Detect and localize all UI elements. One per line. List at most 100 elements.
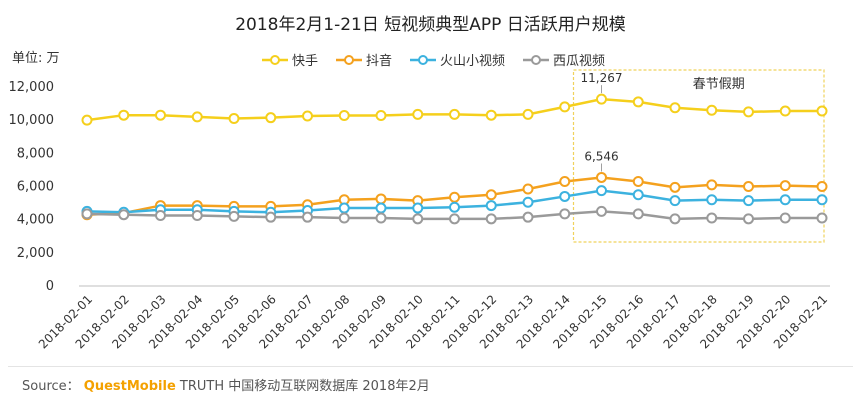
data-point <box>706 179 718 191</box>
data-point <box>485 109 497 121</box>
data-point <box>302 110 313 122</box>
data-point <box>522 196 534 208</box>
legend-label: 西瓜视频 <box>553 54 606 69</box>
data-point <box>191 210 203 222</box>
data-point <box>596 185 607 197</box>
data-point <box>632 208 644 220</box>
data-point <box>265 112 277 124</box>
data-point <box>743 213 754 225</box>
data-point <box>743 106 754 118</box>
legend-item: 西瓜视频 <box>523 50 605 69</box>
data-point <box>522 183 534 195</box>
highlight-label: 春节假期 <box>693 77 745 92</box>
data-point <box>706 104 718 116</box>
divider <box>8 366 853 367</box>
data-point <box>338 202 350 214</box>
data-point <box>632 189 644 201</box>
data-point <box>706 212 718 224</box>
source-brand: QuestMobile <box>83 379 176 394</box>
chart-title: 2018年2月1-21日 短视频典型APP 日活跃用户规模 <box>235 15 626 35</box>
data-point <box>632 96 644 108</box>
legend-marker <box>523 54 550 65</box>
legend-item: 抖音 <box>336 50 392 69</box>
data-point <box>155 210 166 222</box>
data-point <box>816 212 828 224</box>
data-point <box>559 101 571 113</box>
data-point <box>375 212 387 224</box>
data-point <box>559 190 571 202</box>
data-point <box>779 180 791 192</box>
line-chart: 02,0004,0006,0008,00010,00012,0002018-02… <box>9 69 830 351</box>
data-point <box>522 108 534 120</box>
data-point <box>375 202 387 214</box>
data-point <box>596 93 607 105</box>
data-point <box>779 212 791 224</box>
data-point <box>669 213 681 225</box>
data-point <box>522 211 534 223</box>
data-point <box>669 181 681 193</box>
data-point <box>559 208 571 220</box>
highlight-box <box>572 69 825 243</box>
legend-marker <box>336 54 363 65</box>
data-label: 11,267 <box>581 71 623 85</box>
source-rest: TRUTH 中国移动互联网数据库 2018年2月 <box>179 379 430 394</box>
data-point <box>449 108 460 120</box>
y-tick-label: 8,000 <box>17 146 54 161</box>
legend-item: 快手 <box>262 50 318 69</box>
y-tick-label: 0 <box>46 279 54 294</box>
data-point <box>485 213 497 225</box>
data-point <box>81 208 93 220</box>
y-tick-label: 2,000 <box>17 246 54 261</box>
data-point <box>485 200 497 212</box>
source-prefix: Source： <box>22 379 80 394</box>
legend: 快手 抖音 火山小视频 西瓜视频 <box>262 50 605 69</box>
data-point <box>816 181 828 192</box>
data-point <box>412 202 424 214</box>
legend-item: 火山小视频 <box>410 50 505 69</box>
data-point <box>412 108 424 120</box>
data-point <box>706 194 718 206</box>
data-point <box>338 212 350 224</box>
data-point <box>816 105 828 117</box>
data-point <box>412 213 424 225</box>
unit-label: 单位: 万 <box>12 51 60 66</box>
data-point <box>228 113 240 125</box>
data-point <box>81 114 93 126</box>
y-tick-label: 10,000 <box>9 113 55 128</box>
data-point <box>449 213 460 225</box>
legend-marker <box>410 54 437 65</box>
data-point <box>669 102 681 114</box>
data-point <box>375 110 387 122</box>
data-point <box>375 193 387 205</box>
y-tick-label: 12,000 <box>9 80 55 95</box>
data-point <box>669 195 681 207</box>
data-point <box>559 176 571 188</box>
y-tick-label: 6,000 <box>17 180 54 195</box>
data-point <box>485 189 497 201</box>
y-tick-label: 4,000 <box>17 213 54 228</box>
data-point <box>596 205 607 217</box>
data-point <box>816 194 828 206</box>
data-point <box>779 105 791 117</box>
data-point <box>632 176 644 188</box>
legend-marker <box>262 54 288 65</box>
legend-label: 火山小视频 <box>440 54 506 69</box>
data-point <box>118 209 130 221</box>
legend-label: 快手 <box>292 54 319 69</box>
data-point <box>191 111 203 123</box>
data-point <box>449 201 460 213</box>
data-point <box>265 211 277 223</box>
data-label: 6,546 <box>584 149 618 163</box>
legend-label: 抖音 <box>366 54 393 69</box>
data-point <box>449 191 460 203</box>
data-point <box>155 109 166 121</box>
data-point <box>743 195 754 207</box>
source-note: Source： QuestMobile TRUTH 中国移动互联网数据库 201… <box>22 375 430 394</box>
data-point <box>743 181 754 192</box>
data-point <box>228 210 240 222</box>
data-point <box>596 171 607 183</box>
data-point <box>779 194 791 206</box>
data-point <box>118 109 130 121</box>
data-point <box>338 110 350 122</box>
data-point <box>302 211 313 223</box>
